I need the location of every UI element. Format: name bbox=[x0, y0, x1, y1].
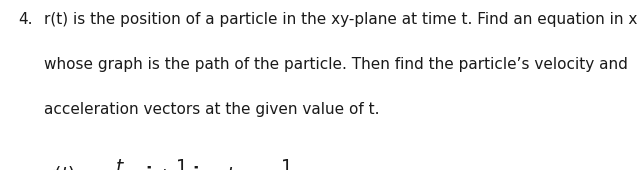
Text: acceleration vectors at the given value of t.: acceleration vectors at the given value … bbox=[44, 102, 379, 117]
Text: r(t) is the position of a particle in the xy-plane at time t. Find an equation i: r(t) is the position of a particle in th… bbox=[44, 12, 640, 27]
Text: whose graph is the path of the particle. Then find the particle’s velocity and: whose graph is the path of the particle.… bbox=[44, 57, 627, 72]
Text: 4.: 4. bbox=[18, 12, 33, 27]
Text: $\mathbf{r}(t) = \dfrac{t}{t+1}\,\mathbf{i} + \dfrac{1}{t}\,\mathbf{j}, \quad t : $\mathbf{r}(t) = \dfrac{t}{t+1}\,\mathbf… bbox=[44, 157, 294, 170]
